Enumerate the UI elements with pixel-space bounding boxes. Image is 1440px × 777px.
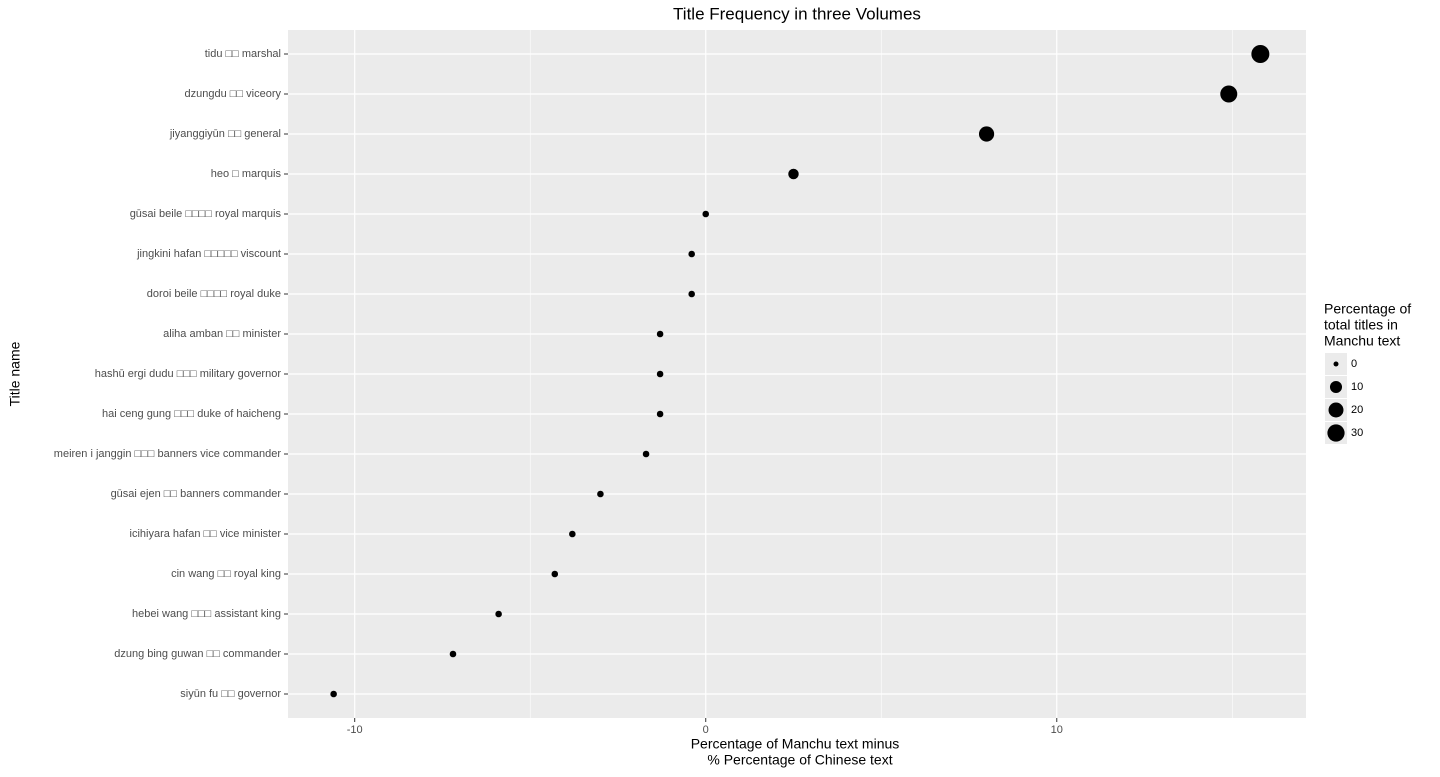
legend-point <box>1328 402 1344 418</box>
legend-label: 30 <box>1351 427 1363 439</box>
y-tick-label: heo □ marquis <box>211 168 282 180</box>
point <box>688 250 695 258</box>
point <box>330 690 337 698</box>
x-tick-label: 10 <box>1051 724 1063 736</box>
x-axis-label: % Percentage of Chinese text <box>707 752 892 768</box>
point <box>1220 85 1238 103</box>
x-axis-label: Percentage of Manchu text minus <box>691 736 900 752</box>
legend-label: 20 <box>1351 404 1363 416</box>
y-tick-label: dzungdu □□ viceory <box>185 88 282 100</box>
point <box>597 490 604 498</box>
point <box>551 570 559 578</box>
y-tick-label: jiyanggiyūn □□ general <box>169 128 281 140</box>
legend-point <box>1329 380 1343 394</box>
point <box>569 530 576 538</box>
x-tick-label: 0 <box>703 724 709 736</box>
chart-title: Title Frequency in three Volumes <box>673 4 921 23</box>
point <box>978 126 995 142</box>
y-tick-label: meiren i janggin □□□ banners vice comman… <box>54 448 282 460</box>
y-tick-label: icihiyara hafan □□ vice minister <box>130 528 282 540</box>
point <box>702 210 710 218</box>
point <box>656 370 664 378</box>
legend-label: 0 <box>1351 358 1357 370</box>
y-tick-label: hai ceng gung □□□ duke of haicheng <box>102 408 281 420</box>
point <box>688 290 695 298</box>
y-tick-label: siyūn fu □□ governor <box>180 688 281 700</box>
y-tick-label: doroi beile □□□□ royal duke <box>147 288 281 300</box>
point <box>642 450 650 458</box>
legend-label: 10 <box>1351 381 1363 393</box>
y-axis-label: Title name <box>7 341 23 406</box>
y-tick-label: hashū ergi dudu □□□ military governor <box>95 368 282 380</box>
legend-point <box>1327 424 1345 442</box>
point <box>495 610 502 618</box>
point <box>449 650 457 658</box>
y-tick-label: aliha amban □□ minister <box>163 328 281 340</box>
y-tick-label: gūsai beile □□□□ royal marquis <box>130 208 282 220</box>
point <box>788 168 799 180</box>
y-tick-label: gūsai ejen □□ banners commander <box>111 488 282 500</box>
legend-point <box>1333 361 1339 367</box>
legend-title: total titles in <box>1324 317 1398 333</box>
point <box>656 330 664 338</box>
point <box>1251 45 1270 63</box>
y-tick-label: tidu □□ marshal <box>205 48 281 60</box>
y-tick-label: jingkini hafan □□□□□ viscount <box>136 248 281 260</box>
y-tick-label: hebei wang □□□ assistant king <box>132 608 281 620</box>
point <box>656 410 664 418</box>
legend-title: Percentage of <box>1324 301 1411 317</box>
y-tick-label: dzung bing guwan □□ commander <box>114 648 281 660</box>
x-tick-label: -10 <box>347 724 363 736</box>
legend-title: Manchu text <box>1324 333 1400 349</box>
y-tick-label: cin wang □□ royal king <box>171 568 281 580</box>
